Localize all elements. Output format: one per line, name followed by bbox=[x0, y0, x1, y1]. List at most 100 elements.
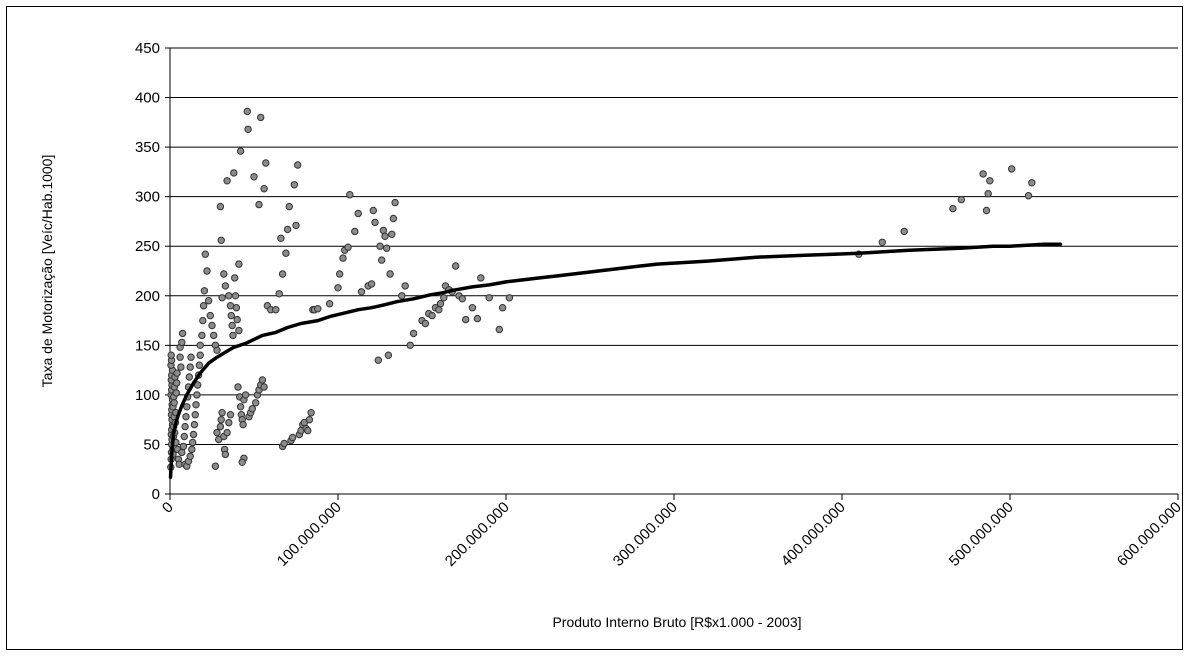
x-tick-label: 400.000.000 bbox=[778, 499, 849, 570]
data-point bbox=[191, 411, 199, 419]
data-point bbox=[367, 280, 376, 288]
data-point bbox=[485, 294, 493, 302]
data-point bbox=[278, 270, 287, 278]
data-point bbox=[189, 430, 198, 439]
data-point bbox=[201, 250, 210, 258]
data-point bbox=[232, 304, 241, 312]
data-point bbox=[223, 428, 231, 437]
data-point bbox=[325, 300, 334, 308]
data-point bbox=[178, 329, 187, 338]
data-point bbox=[458, 295, 466, 303]
data-point bbox=[421, 319, 430, 328]
data-point bbox=[218, 294, 226, 302]
data-point bbox=[260, 383, 268, 391]
data-point bbox=[179, 442, 188, 451]
data-point bbox=[220, 270, 228, 278]
y-axis-title: Taxa de Motorização [Veíc/Hab.1000] bbox=[39, 155, 55, 388]
y-tick-label: 250 bbox=[135, 238, 160, 255]
data-point bbox=[277, 234, 285, 243]
data-point bbox=[307, 409, 315, 417]
data-point bbox=[294, 161, 302, 169]
data-point bbox=[305, 416, 314, 424]
data-point bbox=[234, 383, 242, 391]
data-point bbox=[239, 420, 247, 429]
axes bbox=[165, 47, 1179, 500]
data-point bbox=[244, 125, 252, 134]
data-point bbox=[336, 270, 344, 278]
data-point bbox=[283, 225, 292, 234]
data-point bbox=[199, 302, 208, 310]
data-point bbox=[282, 249, 290, 257]
data-point bbox=[376, 242, 384, 250]
data-point bbox=[248, 405, 257, 413]
data-point bbox=[167, 351, 175, 359]
y-tick-label: 200 bbox=[135, 288, 160, 305]
data-point bbox=[378, 256, 386, 264]
data-point bbox=[878, 238, 886, 247]
data-point bbox=[272, 306, 280, 314]
y-tick-label: 150 bbox=[135, 337, 160, 354]
x-axis-title: Produto Interno Bruto [R$x1.000 - 2003] bbox=[552, 614, 801, 630]
data-point bbox=[241, 391, 250, 399]
data-point bbox=[389, 214, 398, 223]
data-point bbox=[354, 209, 362, 218]
x-tick-label: 200.000.000 bbox=[442, 499, 513, 570]
data-points bbox=[167, 107, 1036, 471]
data-point bbox=[334, 284, 342, 292]
data-point bbox=[495, 325, 503, 334]
data-point bbox=[221, 282, 230, 290]
x-tick-label: 300.000.000 bbox=[610, 499, 681, 570]
data-point bbox=[185, 373, 194, 381]
data-point bbox=[252, 399, 260, 407]
data-point bbox=[188, 445, 196, 454]
data-point bbox=[235, 260, 243, 268]
data-point bbox=[187, 353, 195, 361]
data-point bbox=[384, 351, 393, 359]
data-point bbox=[189, 438, 197, 447]
data-point bbox=[225, 418, 233, 427]
x-tick-label: 100.000.000 bbox=[274, 499, 345, 570]
data-point bbox=[451, 262, 460, 270]
data-point bbox=[236, 147, 245, 155]
data-point bbox=[190, 420, 199, 429]
data-point bbox=[182, 413, 190, 421]
data-point bbox=[221, 450, 230, 459]
x-tick-labels: 0 100.000.000 200.000.000 300.000.000 400.00… bbox=[159, 499, 1185, 570]
data-point bbox=[229, 331, 237, 340]
data-point bbox=[178, 338, 186, 347]
data-point bbox=[231, 292, 240, 300]
data-point bbox=[986, 177, 994, 185]
data-point bbox=[979, 170, 987, 178]
data-point bbox=[173, 379, 181, 387]
data-point bbox=[217, 236, 225, 245]
x-tick-label: 600.000.000 bbox=[1114, 499, 1185, 570]
y-tick-label: 450 bbox=[135, 40, 160, 57]
data-point bbox=[280, 439, 288, 448]
data-point bbox=[379, 226, 388, 235]
data-point bbox=[193, 391, 201, 399]
data-point bbox=[186, 452, 194, 460]
data-point bbox=[260, 185, 268, 193]
data-point bbox=[216, 422, 225, 431]
data-point bbox=[982, 206, 991, 215]
trend-line bbox=[168, 242, 1063, 479]
data-point bbox=[227, 311, 236, 320]
y-tick-label: 0 bbox=[152, 486, 160, 503]
data-point bbox=[401, 282, 409, 290]
data-point bbox=[218, 409, 226, 417]
data-point bbox=[216, 202, 225, 211]
data-point bbox=[206, 311, 215, 320]
data-point bbox=[177, 363, 185, 371]
y-tick-label: 100 bbox=[135, 387, 160, 404]
data-point bbox=[196, 341, 204, 349]
data-point bbox=[344, 243, 352, 251]
data-point bbox=[170, 399, 178, 407]
data-point bbox=[226, 411, 235, 419]
data-point bbox=[243, 107, 252, 116]
y-tick-labels: 0 50 100 150 200 250 300 350 400 450 bbox=[135, 40, 160, 503]
data-point bbox=[186, 363, 194, 371]
data-point bbox=[406, 341, 414, 349]
data-point bbox=[257, 113, 265, 122]
data-point bbox=[428, 311, 436, 320]
